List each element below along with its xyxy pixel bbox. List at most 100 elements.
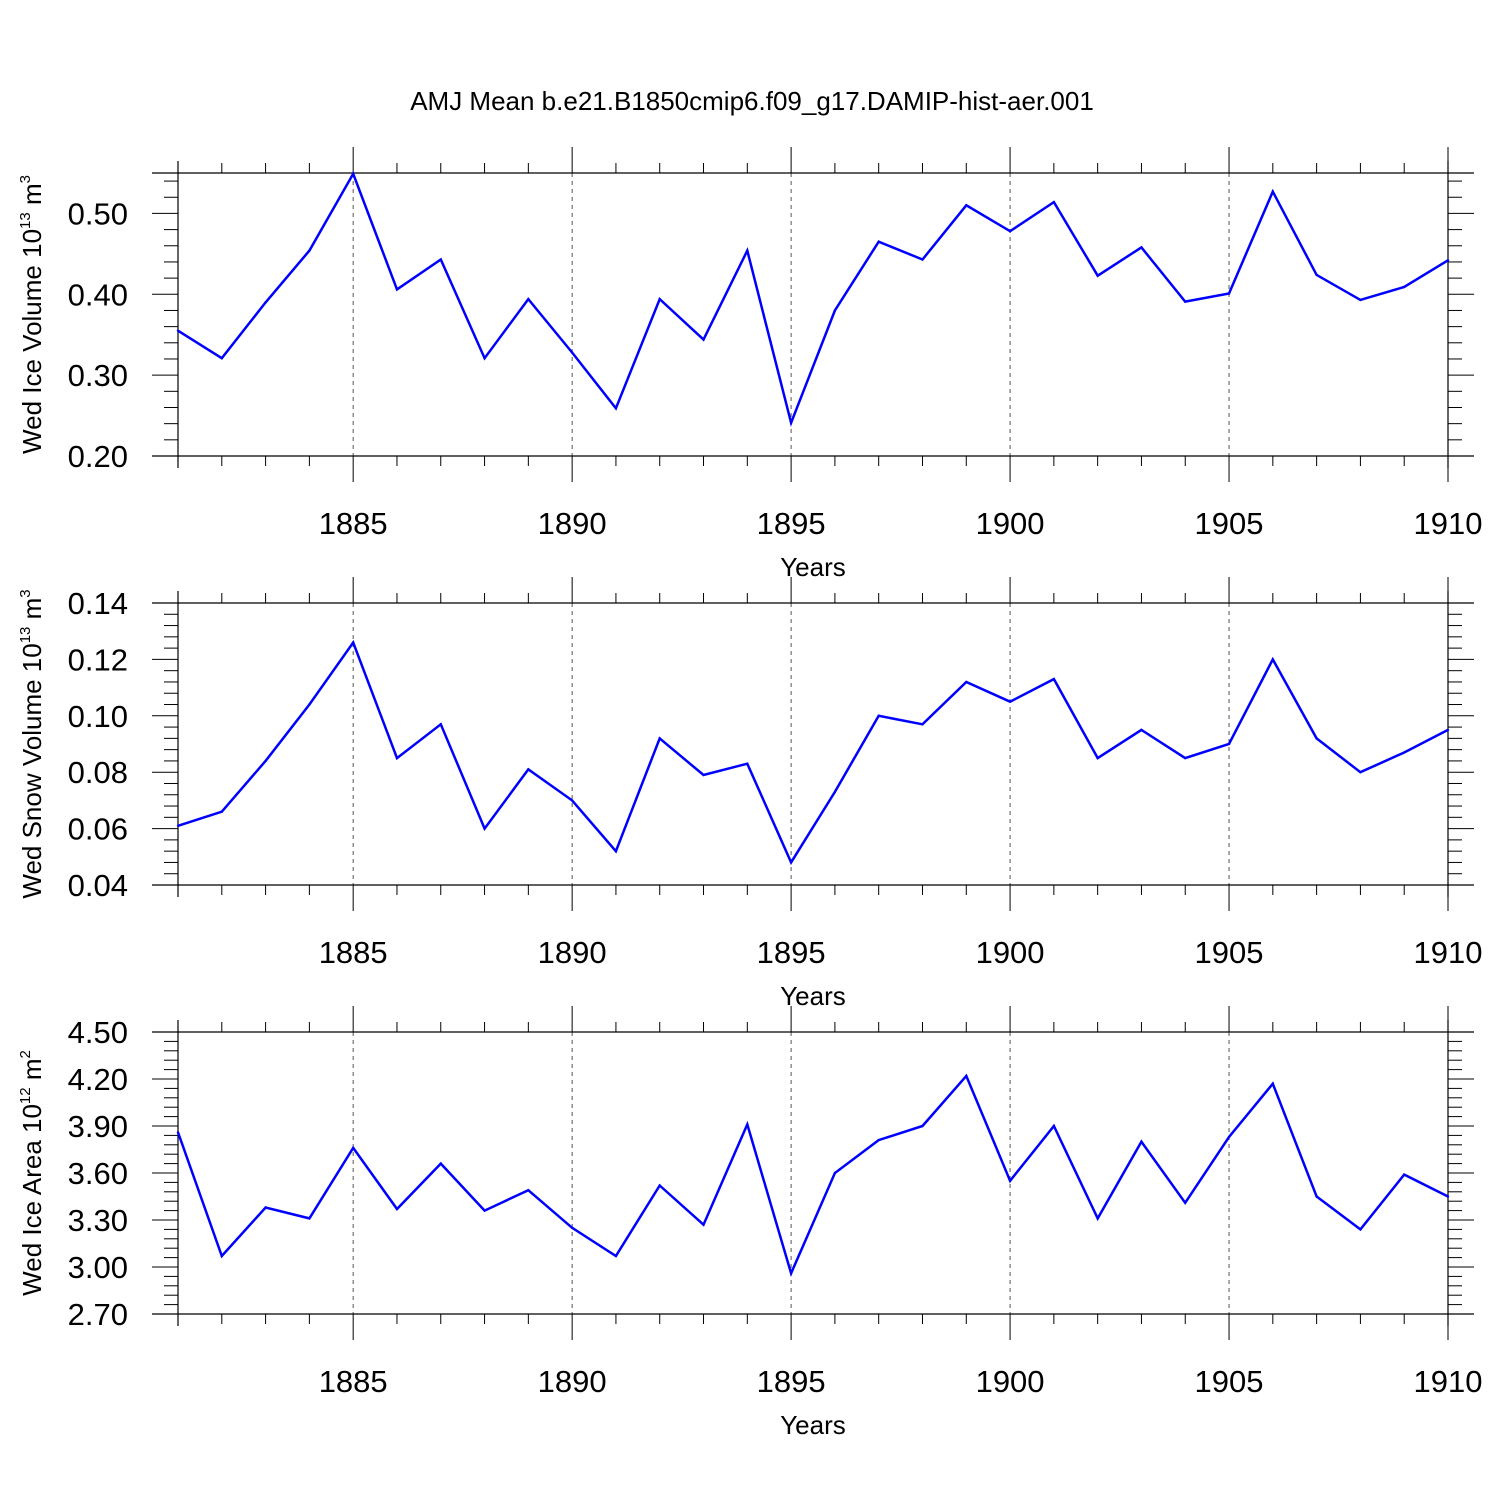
series-line bbox=[177, 639, 1449, 866]
x-tick-label: 1910 bbox=[1414, 935, 1483, 970]
data-point bbox=[702, 773, 705, 777]
data-point bbox=[1096, 1217, 1099, 1220]
x-tick-label: 1895 bbox=[757, 1364, 826, 1399]
data-point bbox=[570, 1226, 574, 1230]
y-tick-label: 4.20 bbox=[68, 1062, 128, 1097]
data-point bbox=[264, 301, 267, 304]
data-point bbox=[439, 1162, 442, 1165]
y-tick-label: 3.60 bbox=[68, 1156, 128, 1191]
data-point bbox=[570, 799, 574, 802]
data-point bbox=[527, 297, 530, 301]
y-tick-label: 0.12 bbox=[68, 642, 128, 677]
data-point bbox=[176, 1131, 180, 1134]
data-point bbox=[921, 1124, 924, 1128]
data-point bbox=[1271, 658, 1275, 661]
data-point bbox=[483, 1209, 486, 1212]
data-point bbox=[1271, 190, 1275, 193]
data-point bbox=[351, 172, 355, 176]
data-point bbox=[351, 641, 355, 644]
x-tick-label: 1900 bbox=[976, 935, 1045, 970]
data-point bbox=[702, 338, 705, 341]
x-tick-label: 1890 bbox=[538, 1364, 607, 1399]
data-point bbox=[1446, 1195, 1450, 1198]
data-point bbox=[921, 723, 924, 726]
x-tick-label: 1900 bbox=[976, 506, 1045, 541]
y-tick-label: 0.20 bbox=[68, 439, 128, 474]
data-point bbox=[1140, 1140, 1143, 1143]
x-tick-label: 1885 bbox=[319, 935, 388, 970]
data-point bbox=[614, 849, 618, 853]
data-point bbox=[746, 249, 749, 252]
data-point bbox=[1008, 230, 1012, 233]
y-tick-label: 2.70 bbox=[68, 1297, 128, 1332]
data-point bbox=[395, 756, 399, 760]
data-point bbox=[746, 762, 749, 765]
data-point bbox=[1227, 1135, 1231, 1139]
data-point bbox=[1359, 771, 1362, 774]
data-point bbox=[658, 737, 661, 740]
x-tick-label: 1890 bbox=[538, 935, 607, 970]
x-tick-label: 1905 bbox=[1195, 1364, 1264, 1399]
data-point bbox=[308, 1217, 311, 1220]
data-point bbox=[789, 421, 793, 425]
panel-1: 1885 1890 1895 1900 1905 1910 Years 0.20 0.30 0.4… bbox=[17, 147, 1482, 582]
data-point bbox=[789, 861, 793, 864]
y-tick-label: 0.08 bbox=[68, 755, 128, 790]
data-point bbox=[1227, 292, 1231, 295]
y-tick-label: 0.06 bbox=[68, 812, 128, 847]
data-point bbox=[965, 680, 968, 684]
data-point bbox=[1359, 1228, 1362, 1231]
x-axis-title: Years bbox=[780, 552, 846, 582]
data-point bbox=[1403, 1173, 1406, 1176]
data-point bbox=[483, 827, 486, 830]
data-point bbox=[1359, 298, 1362, 302]
data-point bbox=[658, 297, 661, 301]
y-tick-label: 3.90 bbox=[68, 1109, 128, 1144]
data-point bbox=[439, 723, 442, 726]
chart-title: AMJ Mean b.e21.B1850cmip6.f09_g17.DAMIP-… bbox=[410, 86, 1094, 116]
x-tick-label: 1890 bbox=[538, 506, 607, 541]
data-point bbox=[1315, 737, 1318, 740]
data-point bbox=[1446, 259, 1450, 262]
data-point bbox=[176, 329, 180, 332]
data-point bbox=[1184, 756, 1187, 760]
x-tick-label: 1910 bbox=[1414, 506, 1483, 541]
data-point bbox=[220, 356, 223, 360]
x-axis-title: Years bbox=[780, 981, 846, 1011]
data-point bbox=[570, 351, 574, 354]
data-point bbox=[527, 1189, 530, 1192]
data-point bbox=[833, 1171, 837, 1175]
data-point bbox=[1052, 200, 1056, 204]
data-point bbox=[658, 1184, 661, 1187]
data-point bbox=[1227, 742, 1231, 746]
panel-2: 1885 1890 1895 1900 1905 1910 Years 0.04 0.06 0.0… bbox=[17, 577, 1482, 1011]
data-point bbox=[1008, 1179, 1012, 1183]
data-point bbox=[483, 356, 486, 360]
data-point bbox=[395, 288, 399, 291]
data-point bbox=[1008, 700, 1012, 703]
y-tick-label: 0.50 bbox=[68, 196, 128, 231]
data-point bbox=[746, 1123, 749, 1126]
x-tick-label: 1895 bbox=[757, 935, 826, 970]
data-point bbox=[702, 1223, 705, 1226]
data-point bbox=[1446, 728, 1450, 732]
data-point bbox=[1096, 756, 1099, 760]
data-point bbox=[965, 204, 968, 207]
data-point bbox=[1184, 300, 1187, 303]
y-tick-label: 0.30 bbox=[68, 358, 128, 393]
data-point bbox=[308, 703, 311, 706]
data-point bbox=[264, 1206, 267, 1209]
data-point bbox=[614, 1254, 618, 1258]
data-point bbox=[877, 240, 880, 243]
data-point bbox=[1052, 1124, 1056, 1128]
data-point bbox=[308, 249, 311, 252]
data-point bbox=[921, 258, 924, 261]
data-point bbox=[833, 790, 837, 794]
x-tick-label: 1905 bbox=[1195, 935, 1264, 970]
data-point bbox=[220, 1254, 223, 1258]
chart-panels: 1885 1890 1895 1900 1905 1910 Years 0.20 0.30 0.4… bbox=[17, 147, 1482, 1440]
x-axis-title: Years bbox=[780, 1410, 846, 1440]
data-point bbox=[1140, 246, 1143, 249]
data-point bbox=[1271, 1082, 1275, 1085]
data-point bbox=[1315, 1195, 1318, 1198]
